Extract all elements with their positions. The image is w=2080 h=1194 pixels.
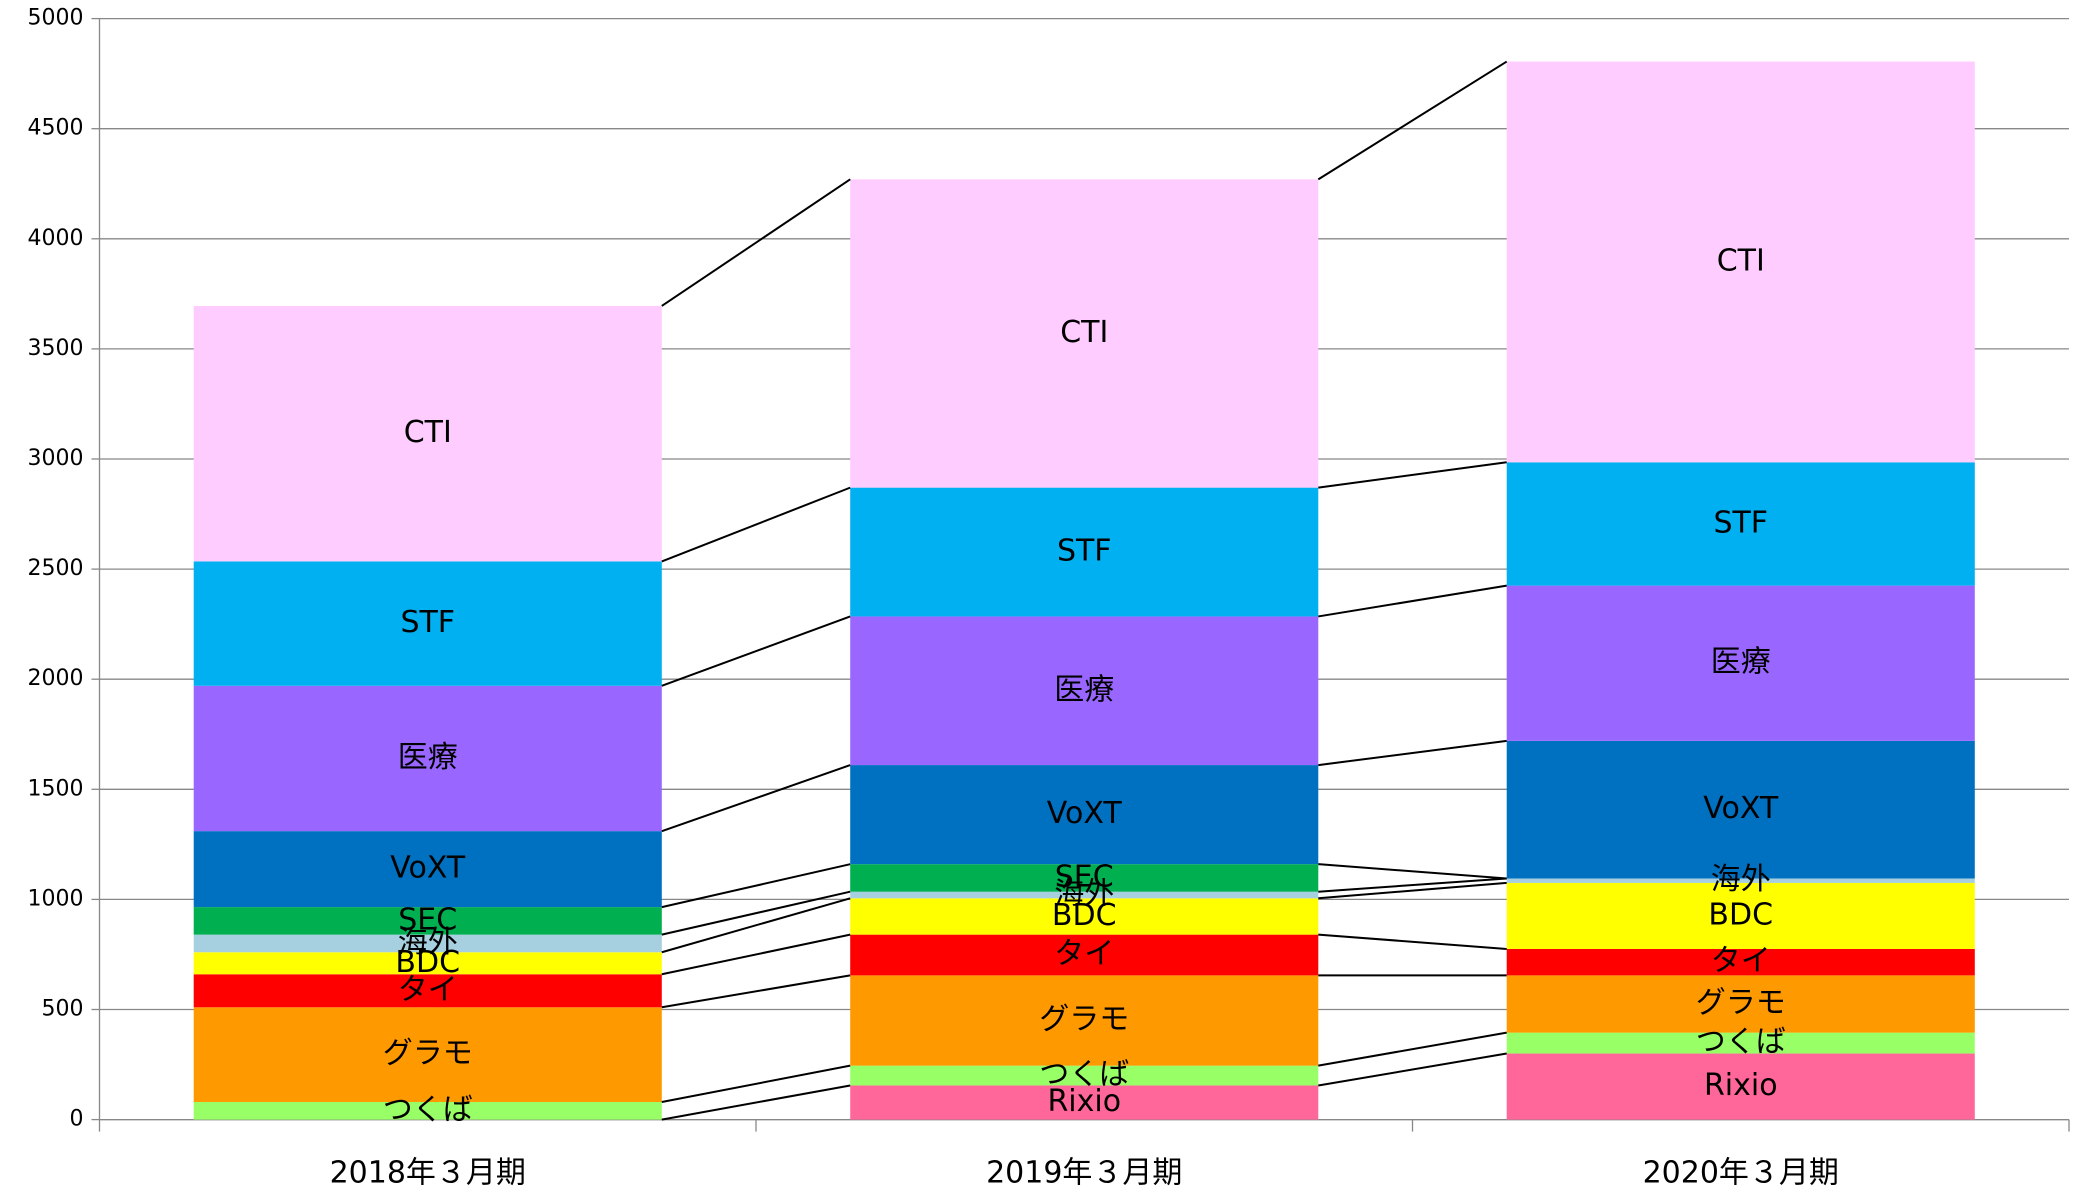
bar-segment [1506,1032,1975,1054]
segment-label: VoXT [1047,796,1123,831]
segment-label: タイ [1711,944,1771,979]
bar-segment [850,864,1319,892]
series-line [1318,881,1507,900]
series-line [661,1064,851,1103]
series-line [1318,877,1507,893]
segment-label: VoXT [1703,791,1779,826]
segment-label: CTI [404,415,452,450]
bar-segment [1506,1053,1975,1120]
series-line [1318,461,1507,489]
series-line [661,1084,851,1121]
bar-segment [850,616,1319,766]
segment-label: 海外 [1054,876,1114,911]
segment-label: CTI [1060,315,1108,350]
y-tick-label: 500 [42,997,84,1022]
segment-label: つくば [1039,1057,1129,1092]
segment-label: 医療 [1711,645,1771,680]
segment-label: VoXT [390,851,466,886]
segment-label: SEC [398,902,457,937]
segment-label: グラモ [1039,1002,1129,1037]
series-line [661,974,851,1009]
bar-segment [850,765,1319,865]
segment-label: 海外 [1711,862,1771,897]
y-tick-label: 4500 [28,116,84,141]
bar-segment [1506,878,1975,883]
bar-segment [850,1065,1319,1086]
bar-segment [1506,948,1975,976]
bar-segment [850,487,1319,617]
segment-label: SEC [1055,859,1114,894]
bar-segment [193,934,662,953]
series-line [1317,60,1508,181]
series-line [1318,863,1507,880]
segment-label: 医療 [1054,672,1114,707]
bar-segment [1506,740,1975,879]
y-tick-label: 2500 [28,556,84,581]
y-tick-label: 2000 [28,666,84,691]
bar-segment [1506,585,1975,741]
bar-segment [850,898,1319,935]
series-line [661,486,851,563]
series-line [1318,584,1507,618]
segment-label: つくば [1696,1025,1786,1060]
bar-segment [193,907,662,935]
bar-segment [193,831,662,908]
bar-segment [193,305,662,562]
segment-label: STF [1713,505,1768,540]
segment-label: STF [400,605,455,640]
bar-segment [193,952,662,975]
y-tick-label: 3000 [28,446,84,471]
y-tick-label: 0 [70,1107,84,1132]
segment-label: BDC [1708,897,1773,932]
bar-segment [193,1007,662,1102]
bar-segment [193,685,662,832]
segment-label: グラモ [1696,985,1786,1020]
segment-label: 医療 [398,740,458,775]
series-line [661,897,851,954]
segment-label: つくば [383,1092,473,1127]
bar-segment [850,1085,1319,1120]
bar-segment [850,891,1319,899]
bar-segment [1506,975,1975,1033]
series-line [661,615,851,687]
segment-label: BDC [1052,898,1117,933]
bar-segment [1506,882,1975,949]
bar-segment [1506,61,1975,463]
series-line [661,890,851,936]
bar-segment [850,934,1319,976]
series-line [661,933,851,976]
y-tick-label: 1000 [28,886,84,911]
x-tick-label: 2019年３月期 [986,1156,1182,1191]
x-tick-label: 2018年３月期 [330,1156,526,1191]
segment-label: グラモ [383,1036,473,1071]
y-tick-label: 3500 [28,336,84,361]
bar-segment [193,974,662,1008]
series-line [661,764,851,833]
segment-label: タイ [398,972,458,1007]
series-line [661,863,851,909]
series-line [1318,1031,1507,1067]
segment-label: Rixio [1047,1084,1121,1119]
series-line [661,178,851,307]
segment-label: タイ [1054,937,1114,972]
x-tick-label: 2020年３月期 [1643,1156,1839,1191]
segment-label: CTI [1717,243,1765,278]
series-line [1318,1052,1507,1087]
bar-segment [850,975,1319,1066]
bar-segment [193,1101,662,1120]
segment-label: STF [1057,534,1112,569]
series-line [1318,933,1507,950]
y-tick-label: 5000 [28,6,84,31]
segment-label: Rixio [1704,1068,1778,1103]
segment-label: BDC [395,945,460,980]
bar-segment [850,179,1319,488]
bar-segment [1506,462,1975,586]
bar-segment [193,561,662,686]
y-tick-label: 1500 [28,776,84,801]
segment-label: 海外 [398,925,458,960]
y-tick-label: 4000 [28,226,84,251]
series-line [1318,739,1507,767]
